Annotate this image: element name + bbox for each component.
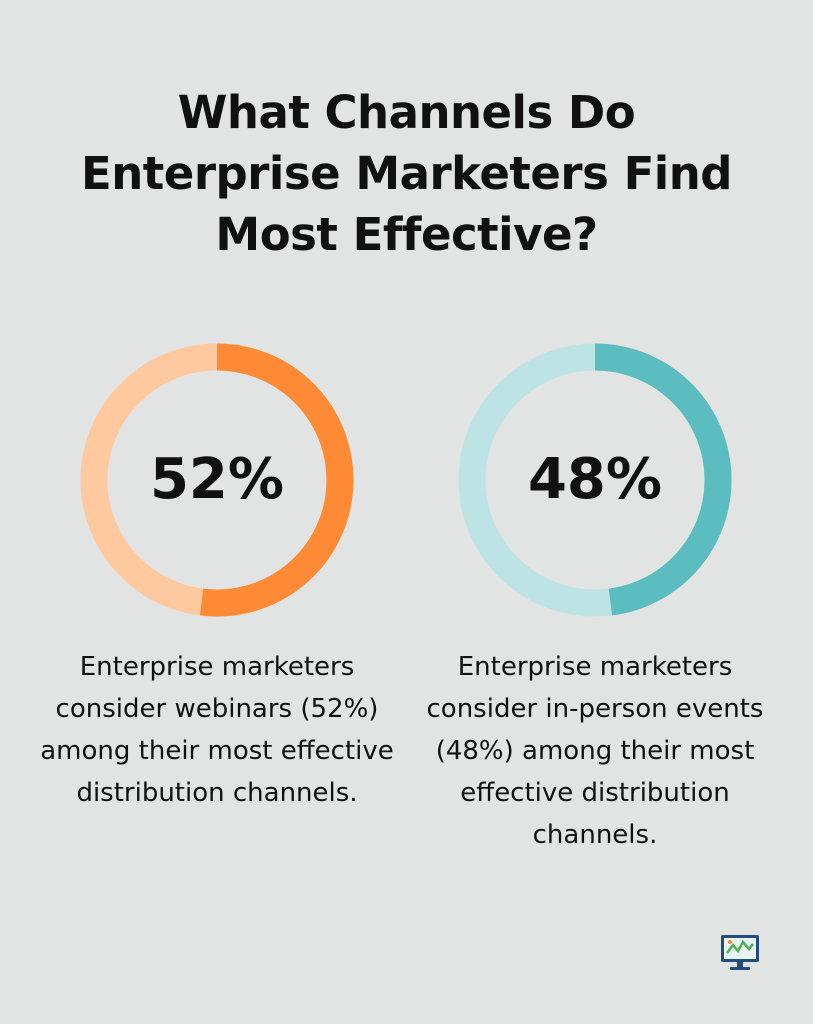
description-webinars: Enterprise marketers consider webinars (… [17,646,417,814]
description-line: consider in-person events [426,694,764,724]
donut-chart-in-person-events [385,340,805,620]
title-line-2: Enterprise Marketers Find [81,147,732,200]
percentage-label-webinars: 52% [149,447,285,512]
donut-svg-in-person-events [458,343,732,617]
donut-chart-webinars [7,340,427,620]
chart-title: What Channels Do Enterprise Marketers Fi… [0,82,813,265]
description-line: Enterprise marketers [457,652,733,682]
description-line: among their most effective [40,736,394,766]
description-in-person-events: Enterprise marketers consider in-person … [395,646,795,856]
donut-arc-webinars [199,343,354,617]
description-line: distribution channels. [76,778,358,808]
description-line: effective distribution [460,778,730,808]
description-line: (48%) among their most [435,736,755,766]
donut-arc-in-person-events [594,343,732,616]
description-line: channels. [532,820,658,850]
title-line-3: Most Effective? [215,208,598,261]
description-line: consider webinars (52%) [55,694,379,724]
percentage-label-in-person-events: 48% [527,447,663,512]
donut-svg-webinars [80,343,354,617]
title-line-1: What Channels Do [177,86,636,139]
description-line: Enterprise marketers [79,652,355,682]
monitor-logo-icon [719,933,761,973]
